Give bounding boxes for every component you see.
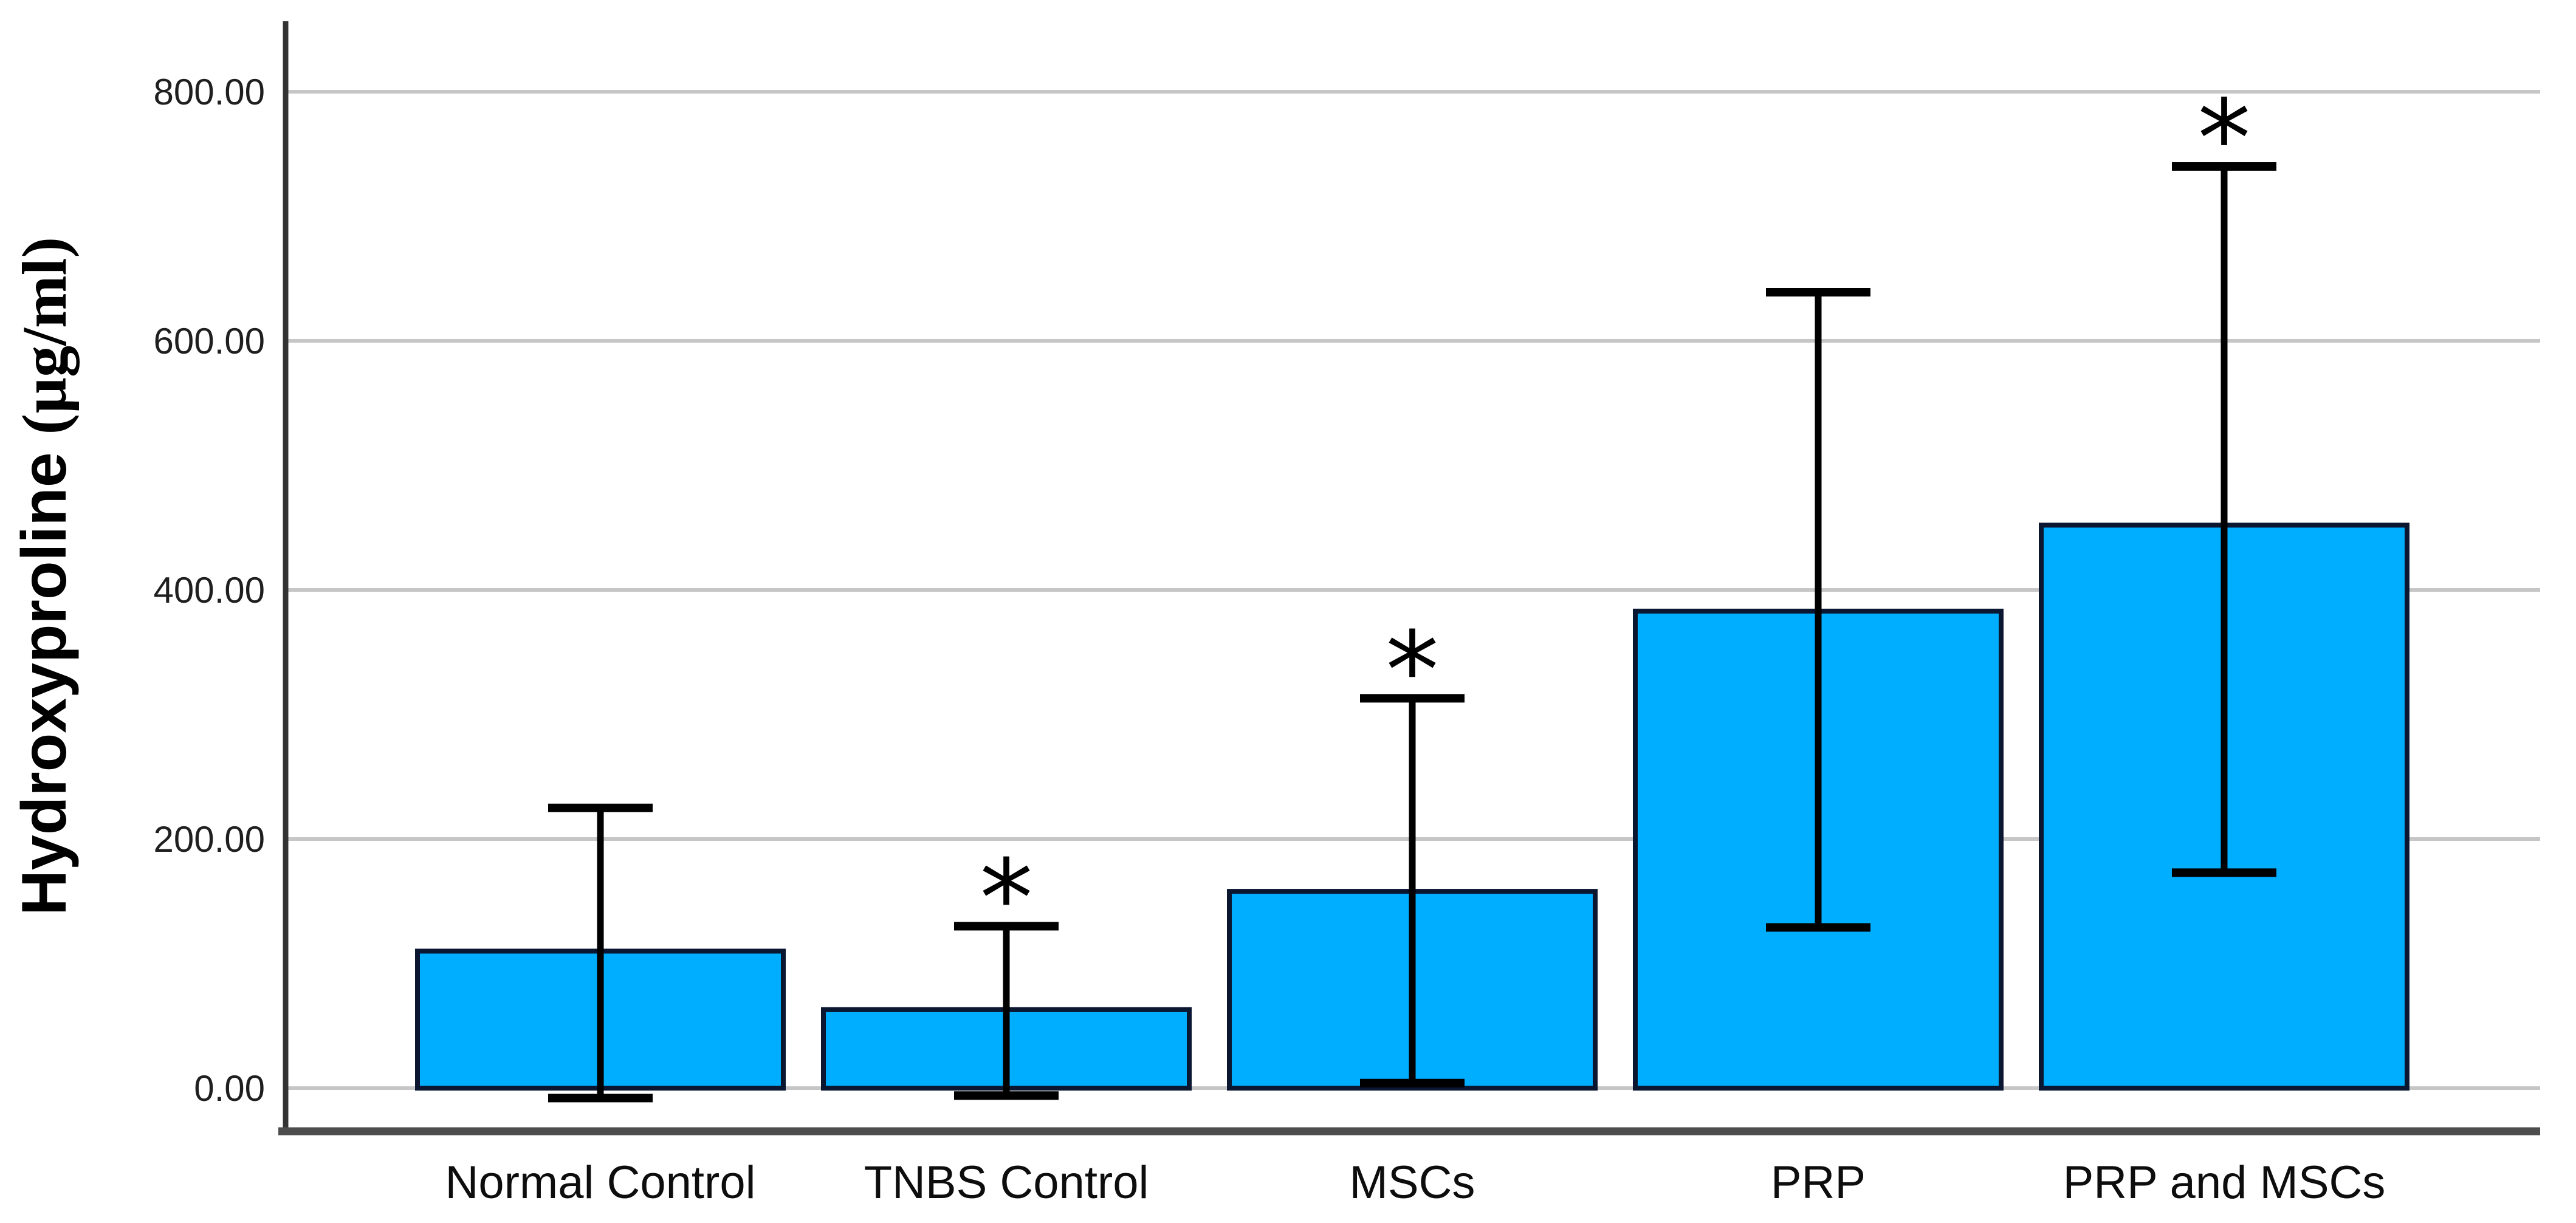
x-category-label-prp-and-mscs: PRP and MSCs <box>2063 1157 2386 1208</box>
x-category-label-normal-control: Normal Control <box>445 1157 755 1208</box>
x-category-label-tnbs-control: TNBS Control <box>864 1157 1149 1208</box>
x-category-label-prp: PRP <box>1771 1157 1866 1208</box>
error-bars-layer <box>548 162 2276 1103</box>
axes-layer <box>278 21 2540 1136</box>
y-axis-title-unit: (µg/ml) <box>10 237 80 435</box>
significance-asterisk-mscs: * <box>1386 609 1439 733</box>
y-tick-label-200: 200.00 <box>153 819 265 860</box>
y-tick-label-400: 400.00 <box>153 570 265 611</box>
labels-layer: * * * 0.00 200.00 400.00 600.00 800.00 Normal Co… <box>9 72 2385 1208</box>
y-tick-label-800: 800.00 <box>153 72 265 112</box>
y-tick-label-0: 0.00 <box>194 1068 265 1109</box>
y-tick-label-600: 600.00 <box>153 321 265 361</box>
y-axis-title: Hydroxyproline (µg/ml) <box>9 237 80 916</box>
significance-asterisk-tnbs-control: * <box>980 838 1033 961</box>
significance-asterisk-prp-and-mscs: * <box>2197 78 2251 201</box>
y-axis-title-text: Hydroxyproline <box>9 434 80 916</box>
x-category-label-mscs: MSCs <box>1350 1157 1475 1208</box>
